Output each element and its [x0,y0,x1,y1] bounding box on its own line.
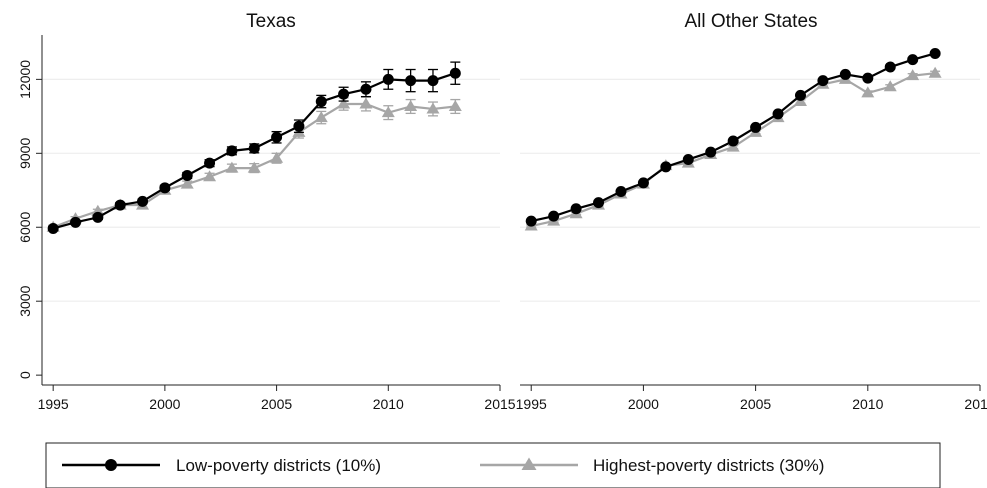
point-low-2013 [449,67,461,79]
x-tick-label-2000: 2000 [149,396,180,412]
point-low-2005 [271,131,283,143]
gridlines-other-states [520,78,980,302]
point-low-2004 [727,135,739,147]
series-low-other-states [525,47,941,227]
point-low-1997 [92,211,104,223]
point-low-1995 [525,215,537,227]
point-low-2007 [794,89,806,101]
y-tick-label-6000: 6000 [17,211,33,242]
point-low-2011 [884,61,896,73]
point-low-2008 [338,88,350,100]
x-tick-label-2010: 2010 [852,396,883,412]
point-high-2010 [861,86,875,98]
y-tick-label-0: 0 [17,371,33,379]
point-high-2007 [314,111,328,123]
y-tick-label-3000: 3000 [17,285,33,316]
point-high-2011 [404,99,418,111]
point-low-2001 [660,161,672,173]
point-low-2009 [360,83,372,95]
point-low-2007 [315,96,327,108]
point-low-1999 [615,186,627,198]
y-tick-label-12000: 12000 [17,60,33,99]
point-low-2004 [248,142,260,154]
x-tick-label-2010: 2010 [373,396,404,412]
point-low-2008 [817,75,829,87]
legend-marker-high [521,457,537,470]
x-tick-label-1995: 1995 [38,396,69,412]
point-low-2012 [907,54,919,66]
point-low-2002 [204,157,216,169]
marks-other-states [524,47,942,231]
point-high-2008 [337,97,351,109]
marks-texas [46,61,462,234]
point-low-2003 [226,145,238,157]
x-tick-label-2005: 2005 [740,396,771,412]
legend-item-low: Low-poverty districts (10%) [62,456,381,475]
point-high-2002 [203,170,217,182]
point-high-2004 [247,161,261,173]
panel-title-texas: Texas [246,11,296,32]
panel-texas: Texas 1995 2000 2005 2010 201503000600090001… [17,11,516,412]
point-low-1996 [548,210,560,222]
point-low-2011 [405,75,417,87]
legend: Low-poverty districts (10%) Highest-pove… [45,442,941,488]
point-high-2013 [928,66,942,78]
point-low-1996 [70,216,82,228]
point-low-2010 [862,72,874,84]
legend-item-high: Highest-poverty districts (30%) [480,456,824,475]
point-high-2012 [906,69,920,81]
point-low-2013 [929,47,941,59]
point-low-2000 [637,177,649,189]
point-high-2013 [448,99,462,111]
point-low-2001 [181,169,193,181]
point-low-2006 [772,108,784,120]
x-tick-label-1995: 1995 [516,396,547,412]
axes-texas: 1995 2000 2005 2010 2015 0 3000 6000 9000 12000 [17,35,516,412]
point-high-2011 [883,80,897,92]
point-low-1998 [114,199,126,211]
series-low-texas [47,61,461,234]
point-high-2003 [225,161,239,173]
axes-other-states: 1995 2000 2005 2010 2015 [516,384,987,412]
point-high-2001 [180,177,194,189]
gridlines-texas [42,78,500,302]
point-low-2002 [682,153,694,165]
point-high-2009 [359,97,373,109]
point-high-2010 [381,106,395,118]
point-low-2006 [293,120,305,132]
x-tick-label-2015: 2015 [964,396,987,412]
panel-other-states: All Other States 1995 2000 2005 2010 2015 [516,11,987,412]
y-tick-label-9000: 9000 [17,138,33,169]
point-low-2005 [750,121,762,133]
point-high-2005 [270,151,284,163]
point-low-1997 [570,203,582,215]
point-low-1998 [593,197,605,209]
point-low-1995 [47,222,59,234]
legend-label-low: Low-poverty districts (10%) [176,456,381,475]
x-tick-label-2015: 2015 [484,396,515,412]
point-low-2003 [705,146,717,158]
point-low-2010 [382,73,394,85]
point-low-2012 [427,75,439,87]
legend-marker-low [105,459,117,471]
point-high-2012 [426,102,440,114]
point-low-2009 [839,68,851,80]
x-tick-label-2005: 2005 [261,396,292,412]
panel-title-other-states: All Other States [684,11,817,32]
x-tick-label-2000: 2000 [628,396,659,412]
point-low-1999 [137,195,149,207]
legend-label-high: Highest-poverty districts (30%) [593,456,824,475]
point-low-2000 [159,182,171,194]
